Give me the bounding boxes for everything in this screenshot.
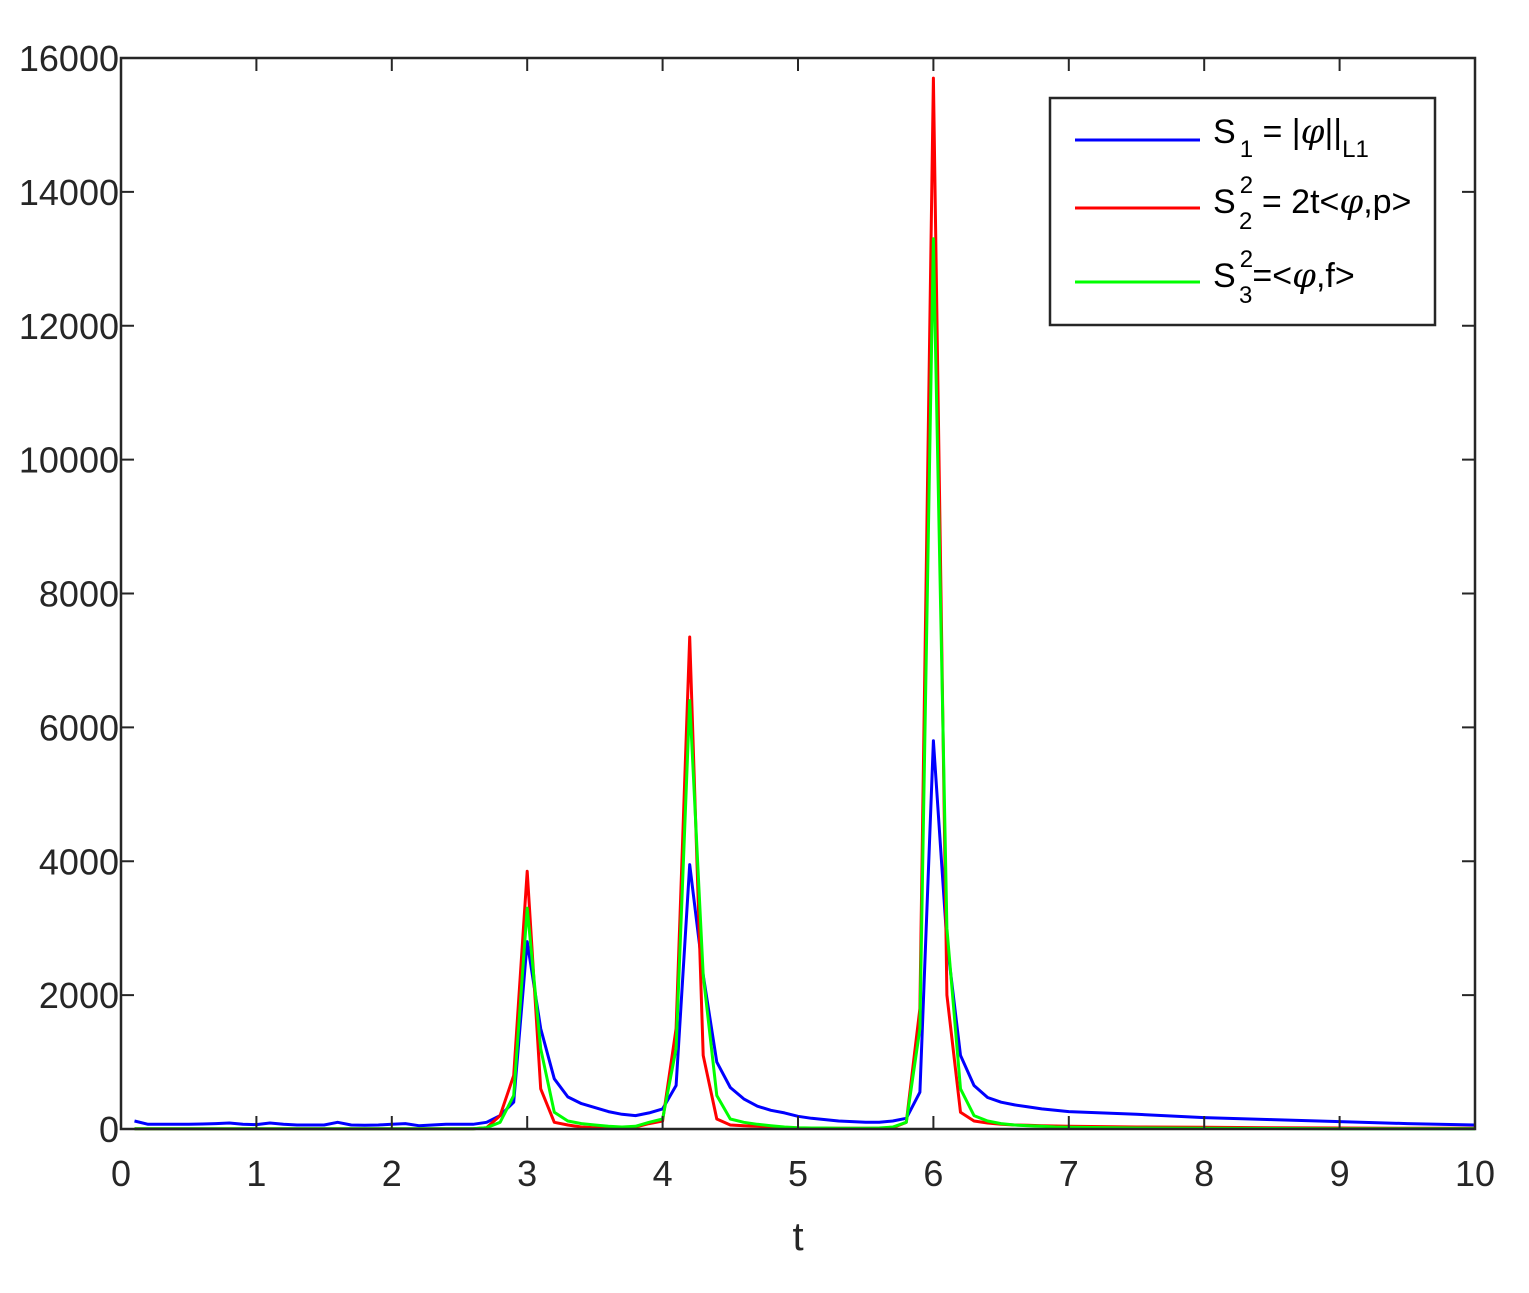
y-tick-label-4: 8000: [39, 574, 119, 615]
x-tick-label-5: 5: [788, 1153, 808, 1194]
legend-s1-tail: ||: [1324, 113, 1342, 151]
tick-labels-layer: 0 1 2 3 4 5 6 7 8 9 10 0 2000 4000 6000 8000 10000 12000 1…: [19, 38, 1495, 1194]
legend-s2-s: S: [1213, 183, 1236, 221]
legend-s2-phi: φ: [1339, 182, 1363, 222]
legend-s3-tail: ,f>: [1316, 257, 1355, 295]
legend-s3-phi: φ: [1292, 256, 1316, 296]
legend-s2-sub: 2: [1239, 208, 1252, 235]
x-axis-label: t: [792, 1215, 803, 1259]
legend-s1-sub: 1: [1240, 136, 1253, 163]
x-tick-label-8: 8: [1194, 1153, 1214, 1194]
legend-s3-sub: 3: [1239, 282, 1252, 309]
x-tick-label-3: 3: [517, 1153, 537, 1194]
legend-entry-s3: S 2 3=<φ,f>: [1213, 246, 1355, 309]
legend-s3-text: =<: [1252, 257, 1292, 295]
x-tick-label-9: 9: [1330, 1153, 1350, 1194]
series-line-s1: [134, 739, 1476, 1128]
x-tick-label-0: 0: [111, 1153, 131, 1194]
ticks-layer: [120, 57, 1476, 1130]
x-tick-label-4: 4: [653, 1153, 673, 1194]
y-tick-label-2: 4000: [39, 841, 119, 882]
y-tick-label-6: 12000: [19, 306, 119, 347]
y-tick-label-5: 10000: [19, 440, 119, 481]
x-tick-label-1: 1: [246, 1153, 266, 1194]
y-tick-label-3: 6000: [39, 707, 119, 748]
legend-s1-text: = |: [1253, 113, 1301, 151]
y-tick-label-0: 0: [99, 1109, 119, 1150]
y-tick-label-7: 14000: [19, 172, 119, 213]
y-tick-label-8: 16000: [19, 38, 119, 79]
legend-s2-tail: ,p>: [1363, 183, 1411, 221]
legend-s2-text: = 2t<: [1252, 183, 1339, 221]
x-tick-label-6: 6: [923, 1153, 943, 1194]
x-tick-label-2: 2: [382, 1153, 402, 1194]
legend-s2-sup: 2: [1240, 172, 1253, 199]
y-tick-label-1: 2000: [39, 975, 119, 1016]
x-tick-label-7: 7: [1059, 1153, 1079, 1194]
legend-s1-s: S: [1213, 113, 1236, 151]
legend-s1-phi: φ: [1301, 112, 1325, 152]
x-tick-label-10: 10: [1455, 1153, 1495, 1194]
legend-s1-tail-sub: L1: [1342, 136, 1369, 163]
legend-box: [1048, 96, 1437, 327]
legend-s3-s: S: [1213, 257, 1236, 295]
legend-s3-sup: 2: [1240, 246, 1253, 273]
